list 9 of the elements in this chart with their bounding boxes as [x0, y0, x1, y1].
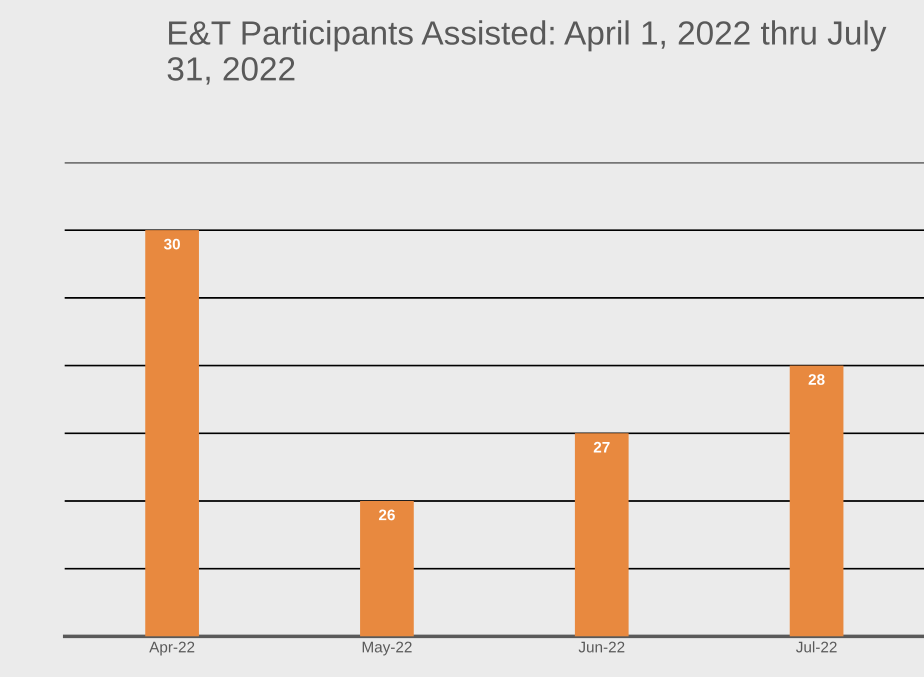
data-label: 28 [808, 374, 825, 385]
x-tick-label: Jun-22 [578, 642, 624, 652]
data-label: 27 [594, 442, 610, 452]
chart-title: E&T Participants Assisted: April 1, 2022 thru July 31, 2022 [168, 20, 886, 85]
x-tick-label: May-22 [362, 642, 412, 656]
data-label: 26 [378, 510, 395, 520]
data-label: 30 [164, 238, 180, 250]
x-tick-label: Jul-22 [796, 641, 837, 652]
x-tick-label: Apr-22 [149, 642, 194, 656]
